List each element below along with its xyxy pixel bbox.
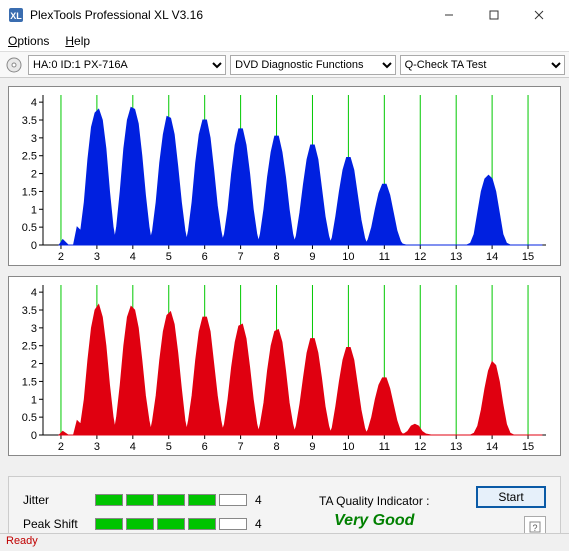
top-chart: 0 0.5 1 1.5 2 2.5 3 3.5 4 2 3 4 5 6 7 8 9 10 11 12 13 14 15: [8, 86, 561, 266]
svg-text:1: 1: [31, 394, 37, 406]
svg-text:1: 1: [31, 204, 37, 216]
svg-text:3: 3: [31, 133, 37, 145]
svg-text:8: 8: [273, 251, 279, 263]
jitter-label: Jitter: [23, 493, 87, 507]
chart-area: 00.511.522.533.5423456789101112131415 00…: [0, 78, 569, 474]
menu-options[interactable]: Options: [8, 34, 49, 48]
meter-segment: [157, 494, 185, 506]
svg-text:3.5: 3.5: [22, 115, 37, 127]
svg-text:9: 9: [309, 251, 315, 263]
status-text: Ready: [6, 535, 38, 547]
svg-text:9: 9: [309, 441, 315, 453]
svg-text:2: 2: [31, 359, 37, 371]
svg-text:5: 5: [166, 251, 172, 263]
svg-text:11: 11: [379, 251, 390, 263]
svg-text:2.5: 2.5: [22, 341, 37, 353]
statusbar: Ready: [0, 533, 569, 551]
svg-text:13: 13: [450, 441, 462, 453]
svg-text:12: 12: [414, 251, 426, 263]
meter-segment: [219, 494, 247, 506]
svg-text:10: 10: [342, 441, 354, 453]
ta-quality: TA Quality Indicator : Very Good: [319, 494, 430, 530]
disc-icon: [6, 57, 22, 73]
meter-segment: [188, 494, 216, 506]
svg-text:0.5: 0.5: [22, 412, 37, 424]
svg-text:6: 6: [202, 251, 208, 263]
svg-text:3.5: 3.5: [22, 305, 37, 317]
meter-segment: [219, 518, 247, 530]
svg-text:6: 6: [202, 441, 208, 453]
meter-segment: [188, 518, 216, 530]
jitter-row: Jitter 4: [23, 493, 269, 507]
svg-text:0: 0: [31, 430, 37, 442]
svg-text:1.5: 1.5: [22, 376, 37, 388]
svg-text:0: 0: [31, 240, 37, 252]
menu-help[interactable]: Help: [65, 34, 90, 48]
jitter-bars: [95, 494, 247, 506]
meter-segment: [157, 518, 185, 530]
meter-segment: [126, 494, 154, 506]
peakshift-bars: [95, 518, 247, 530]
test-select[interactable]: Q-Check TA Test: [400, 55, 565, 75]
svg-text:3: 3: [31, 323, 37, 335]
svg-text:8: 8: [273, 441, 279, 453]
titlebar: XL PlexTools Professional XL V3.16: [0, 0, 569, 30]
svg-text:4: 4: [130, 251, 136, 263]
svg-text:4: 4: [130, 441, 136, 453]
meters: Jitter 4 Peak Shift 4: [23, 493, 269, 531]
svg-text:2: 2: [58, 441, 64, 453]
app-icon: XL: [8, 7, 24, 23]
svg-text:2: 2: [31, 169, 37, 181]
svg-text:12: 12: [414, 441, 426, 453]
toolbar: HA:0 ID:1 PX-716A DVD Diagnostic Functio…: [0, 52, 569, 78]
peakshift-row: Peak Shift 4: [23, 517, 269, 531]
svg-text:3: 3: [94, 251, 100, 263]
menubar: Options Help: [0, 30, 569, 52]
svg-text:13: 13: [450, 251, 462, 263]
svg-text:7: 7: [238, 441, 244, 453]
svg-text:15: 15: [522, 441, 534, 453]
bottom-chart: 0 0.5 1 1.5 2 2.5 3 3.5 4 2 3 4 5 6 7 8 9 10 11 12 13 14 15: [8, 276, 561, 456]
svg-text:10: 10: [342, 251, 354, 263]
svg-text:?: ?: [532, 523, 537, 533]
jitter-value: 4: [255, 493, 269, 507]
peakshift-label: Peak Shift: [23, 517, 87, 531]
svg-text:5: 5: [166, 441, 172, 453]
meter-segment: [95, 494, 123, 506]
svg-text:11: 11: [379, 441, 390, 453]
ta-value: Very Good: [319, 512, 430, 530]
meter-segment: [126, 518, 154, 530]
minimize-button[interactable]: [426, 0, 471, 30]
svg-text:4: 4: [31, 287, 37, 299]
svg-text:0.5: 0.5: [22, 222, 37, 234]
svg-text:15: 15: [522, 251, 534, 263]
svg-text:4: 4: [31, 97, 37, 109]
svg-text:1.5: 1.5: [22, 186, 37, 198]
start-button[interactable]: Start: [476, 486, 546, 508]
window-title: PlexTools Professional XL V3.16: [30, 8, 426, 22]
meter-segment: [95, 518, 123, 530]
svg-text:14: 14: [486, 441, 498, 453]
maximize-button[interactable]: [471, 0, 516, 30]
ta-label: TA Quality Indicator :: [319, 494, 430, 508]
svg-text:XL: XL: [10, 11, 22, 21]
svg-text:3: 3: [94, 441, 100, 453]
svg-text:7: 7: [238, 251, 244, 263]
svg-text:2: 2: [58, 251, 64, 263]
svg-text:2.5: 2.5: [22, 151, 37, 163]
svg-text:14: 14: [486, 251, 498, 263]
mode-select[interactable]: DVD Diagnostic Functions: [230, 55, 395, 75]
close-button[interactable]: [516, 0, 561, 30]
drive-select[interactable]: HA:0 ID:1 PX-716A: [28, 55, 226, 75]
peakshift-value: 4: [255, 517, 269, 531]
